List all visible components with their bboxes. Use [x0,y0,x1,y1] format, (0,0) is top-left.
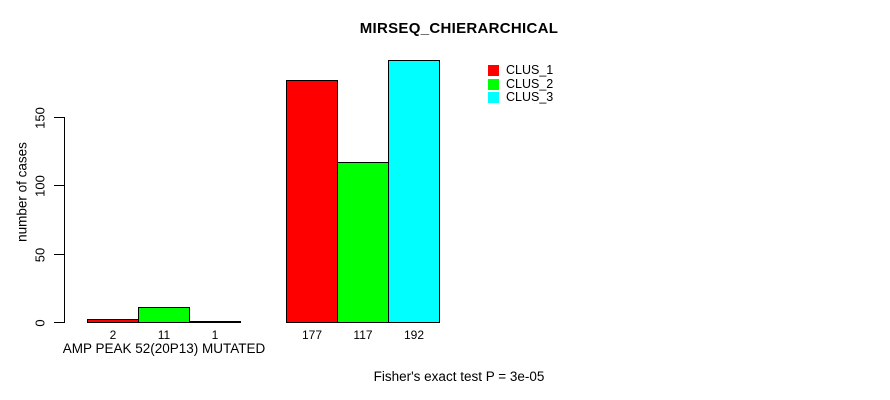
y-tick-label: 0 [32,318,48,327]
legend-label: CLUS_2 [506,76,554,91]
legend-label: CLUS_3 [506,90,554,105]
legend-label: CLUS_1 [506,63,554,78]
x-group-label: AMP PEAK 52(20P13) MUTATED [62,341,266,356]
y-tick [54,322,64,323]
y-axis-line [64,117,65,323]
legend-item: CLUS_2 [488,76,554,92]
bar-clus_1-group2 [286,80,338,323]
bar-clus_3-group2 [388,60,440,323]
bar-value-label: 177 [301,328,323,342]
stat-annotation: Fisher's exact test P = 3e-05 [373,369,545,384]
bar-value-label: 1 [211,328,219,342]
y-axis-title: number of cases [14,142,30,242]
legend-item: CLUS_3 [488,91,553,105]
legend-swatch [488,92,499,104]
bar-clus_1-group1 [87,319,139,323]
bar-clus_3-group1 [189,321,241,323]
legend-swatch [488,78,499,90]
y-tick [54,254,64,255]
chart-title: MIRSEQ_CHIERARCHICAL [359,20,559,37]
legend-swatch [488,65,499,77]
bar-value-label: 11 [157,328,171,342]
y-tick [54,185,64,186]
y-tick-label: 100 [32,174,48,197]
legend-item: CLUS_1 [488,64,553,78]
bar-clus_2-group1 [138,307,190,323]
bar-value-label: 117 [353,328,373,342]
y-tick-label: 50 [32,247,48,262]
bar-value-label: 2 [109,328,117,342]
y-tick-label: 150 [32,106,48,129]
legend: CLUS_1 CLUS_2 CLUS_3 [488,64,553,105]
bar-clus_2-group2 [337,162,389,323]
bar-value-label: 192 [403,328,425,342]
y-tick [54,117,64,118]
